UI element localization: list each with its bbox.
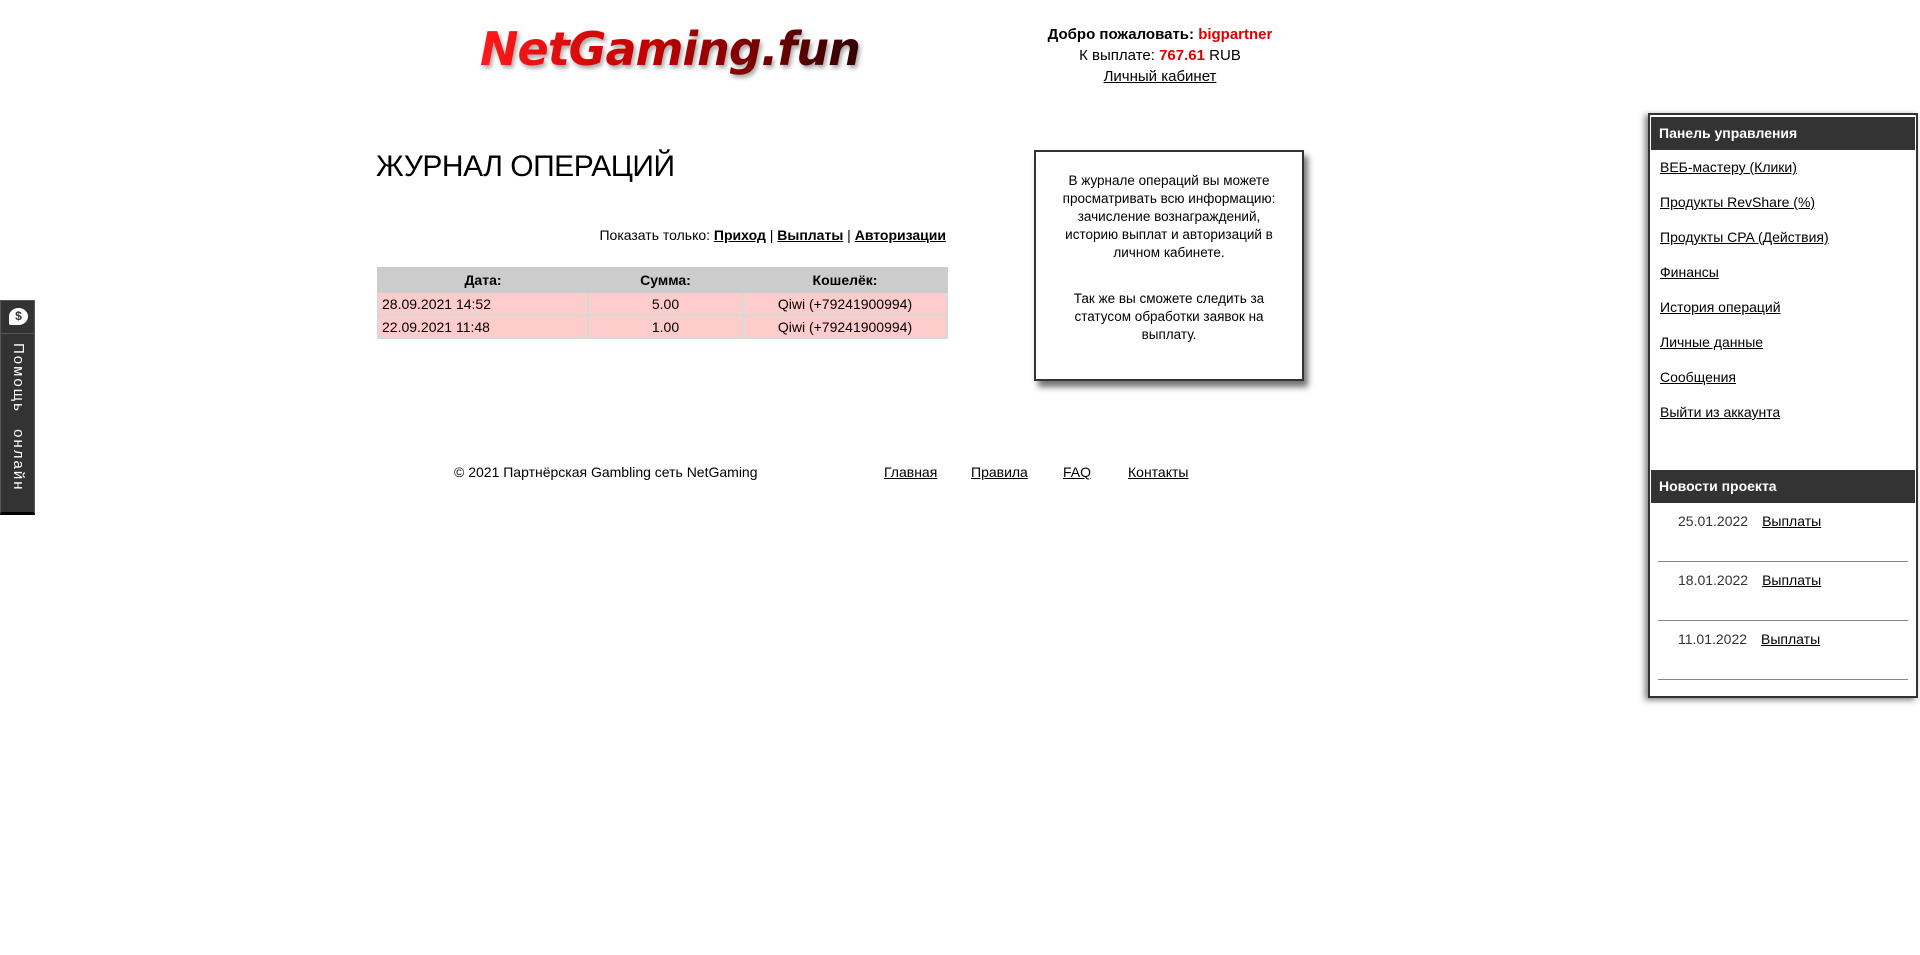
col-date: Дата: xyxy=(377,267,589,293)
welcome-label: Добро пожаловать: xyxy=(1047,26,1195,43)
info-box: В журнале операций вы можете просматрива… xyxy=(1034,150,1304,381)
filter-income[interactable]: Приход xyxy=(713,227,766,243)
cell-amount: 1.00 xyxy=(587,314,744,339)
table-row: 28.09.2021 14:52 5.00 Qiwi (+79241900994… xyxy=(377,291,948,316)
page-title: ЖУРНАЛ ОПЕРАЦИЙ xyxy=(376,150,675,183)
copyright: © 2021 Партнёрская Gambling сеть NetGami… xyxy=(454,464,758,480)
info-text: В журнале операций вы можете просматрива… xyxy=(1062,173,1276,260)
sidebar-item-webmaster[interactable]: ВЕБ-мастеру (Клики) xyxy=(1660,159,1797,175)
sidebar-item-revshare[interactable]: Продукты RevShare (%) xyxy=(1660,194,1816,210)
news-header: Новости проекта xyxy=(1651,470,1915,503)
col-wallet: Кошелёк: xyxy=(742,267,948,293)
news-link[interactable]: Выплаты xyxy=(1762,572,1822,588)
news-date: 11.01.2022 xyxy=(1678,631,1748,647)
sidebar-item-logout[interactable]: Выйти из аккаунта xyxy=(1660,404,1781,420)
logo[interactable]: NetGaming.fun xyxy=(480,22,861,80)
sidebar-item-finance[interactable]: Финансы xyxy=(1660,264,1719,280)
footer-link-contacts[interactable]: Контакты xyxy=(1128,464,1189,480)
separator: | xyxy=(769,227,774,243)
sidebar-item-cpa[interactable]: Продукты CPA (Действия) xyxy=(1660,229,1829,245)
news-item: 18.01.2022 Выплаты xyxy=(1658,562,1908,621)
payout-amount: 767.61 xyxy=(1159,47,1205,64)
chat-dollar-icon: $ xyxy=(9,308,28,325)
news-link[interactable]: Выплаты xyxy=(1761,631,1821,647)
divider xyxy=(1,333,34,334)
sidebar-item-personal[interactable]: Личные данные xyxy=(1660,334,1764,350)
news-date: 18.01.2022 xyxy=(1678,572,1749,588)
cabinet-link[interactable]: Личный кабинет xyxy=(1103,68,1217,85)
col-amount: Сумма: xyxy=(587,267,744,293)
news-link[interactable]: Выплаты xyxy=(1762,513,1822,529)
cell-wallet: Qiwi (+79241900994) xyxy=(742,291,948,316)
footer-link-home[interactable]: Главная xyxy=(884,464,938,480)
help-online-tab[interactable]: $ Помощь онлайн xyxy=(0,300,35,515)
sidebar: Панель управления ВЕБ-мастеру (Клики) Пр… xyxy=(1648,113,1918,698)
news-item: 25.01.2022 Выплаты xyxy=(1658,503,1908,562)
sidebar-item-history[interactable]: История операций xyxy=(1660,299,1781,315)
filter-bar: Показать только: Приход | Выплаты | Авто… xyxy=(500,227,946,243)
sidebar-item-messages[interactable]: Сообщения xyxy=(1660,369,1736,385)
cell-date: 22.09.2021 11:48 xyxy=(377,314,589,339)
table-row: 22.09.2021 11:48 1.00 Qiwi (+79241900994… xyxy=(377,314,948,339)
cell-amount: 5.00 xyxy=(587,291,744,316)
cell-wallet: Qiwi (+79241900994) xyxy=(742,314,948,339)
filter-payouts[interactable]: Выплаты xyxy=(777,227,844,243)
news-item: 11.01.2022 Выплаты xyxy=(1658,621,1908,680)
footer-link-faq[interactable]: FAQ xyxy=(1063,464,1092,480)
help-label: Помощь онлайн xyxy=(10,343,27,492)
user-info: Добро пожаловать: bigpartner К выплате: … xyxy=(1010,24,1310,87)
panel-header: Панель управления xyxy=(1651,117,1915,150)
news-date: 25.01.2022 xyxy=(1678,513,1749,529)
cell-date: 28.09.2021 14:52 xyxy=(377,291,589,316)
username: bigpartner xyxy=(1198,26,1273,43)
payout-label: К выплате: xyxy=(1079,47,1155,64)
filter-auth[interactable]: Авторизации xyxy=(854,227,946,243)
table-header: Дата: Сумма: Кошелёк: xyxy=(377,267,948,293)
separator: | xyxy=(847,227,851,243)
info-text: Так же вы сможете следить за статусом об… xyxy=(1073,291,1265,342)
currency: RUB xyxy=(1209,47,1241,64)
filter-label: Показать только: xyxy=(599,227,711,243)
footer-link-rules[interactable]: Правила xyxy=(971,464,1028,480)
operations-table: Дата: Сумма: Кошелёк: 28.09.2021 14:52 5… xyxy=(377,267,948,339)
